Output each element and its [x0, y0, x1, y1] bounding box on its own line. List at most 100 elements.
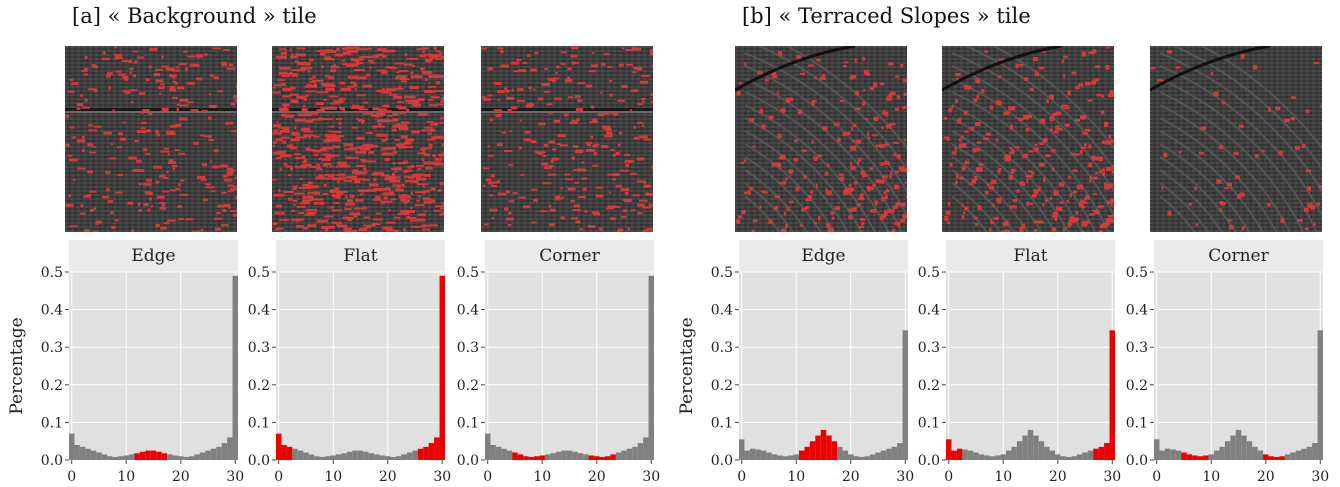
histogram-bar — [1235, 429, 1242, 460]
histogram-bar — [1038, 441, 1045, 460]
y-axis-label: Percentage — [677, 317, 697, 414]
x-tick-label: 20 — [1257, 469, 1275, 485]
histogram-bar — [1082, 452, 1088, 460]
histogram-bar — [956, 448, 963, 460]
y-tick-label: 0.3 — [457, 340, 479, 356]
histogram-bar — [1230, 435, 1236, 460]
histogram-bar — [1170, 449, 1176, 460]
histogram-bar — [550, 453, 556, 460]
histogram-bar — [128, 454, 135, 460]
histogram-bar — [804, 446, 810, 460]
x-tick-label: 30 — [642, 469, 660, 485]
x-tick-label: 30 — [1311, 469, 1329, 485]
y-tick-label: 0.0 — [41, 453, 63, 469]
y-tick-label: 0.1 — [248, 415, 270, 431]
histogram-bar — [1241, 435, 1247, 460]
x-tick-label: 0 — [944, 469, 953, 485]
histogram-bar — [319, 456, 326, 460]
histogram-bar — [194, 454, 200, 460]
x-tick-label: 20 — [172, 469, 190, 485]
histogram-bar — [512, 452, 518, 460]
histogram-bar — [428, 443, 435, 460]
histogram-bar — [599, 456, 605, 460]
histogram-bar — [439, 275, 445, 460]
y-tick-label: 0.5 — [711, 265, 733, 281]
facet-title: Edge — [131, 246, 175, 266]
histogram-bar — [951, 450, 957, 460]
histogram-bar — [755, 449, 761, 460]
x-tick-label: 0 — [483, 469, 492, 485]
y-tick-label: 0.1 — [1126, 415, 1148, 431]
histogram-bar — [1159, 450, 1165, 460]
histogram-bar — [583, 454, 589, 460]
histogram-bar — [1027, 429, 1034, 460]
histogram-bar — [815, 435, 821, 460]
histogram-bar — [227, 437, 233, 460]
histogram-bar — [875, 452, 881, 460]
y-tick-label: 0.0 — [248, 453, 270, 469]
histogram-bar — [880, 450, 887, 460]
histogram-bar — [886, 448, 892, 460]
histogram-bar — [341, 453, 347, 460]
histogram-bar — [1306, 446, 1313, 460]
histogram-bar — [1192, 455, 1198, 460]
histogram-bar — [544, 454, 551, 460]
histogram-bar — [744, 450, 750, 460]
histogram-bar — [837, 446, 843, 460]
histogram-bar — [577, 453, 584, 460]
histogram-bar — [330, 455, 336, 460]
tile-image-background-flat — [272, 46, 444, 232]
histogram-bar — [1295, 450, 1302, 460]
histogram-bar — [853, 456, 859, 460]
histogram-bar — [766, 452, 772, 460]
y-tick-label: 0.3 — [918, 340, 940, 356]
histogram-bar — [1098, 446, 1105, 460]
histogram-bar — [297, 450, 304, 460]
histogram-bar — [363, 451, 369, 460]
y-tick-label: 0.4 — [1126, 303, 1148, 319]
histogram-bar — [346, 451, 353, 460]
histogram-bar — [90, 450, 97, 460]
histogram-bar — [648, 275, 654, 460]
histogram-bar — [1290, 452, 1296, 460]
histogram-bar — [1016, 441, 1023, 460]
histogram-bar — [643, 437, 649, 460]
histogram-bar — [995, 455, 1001, 460]
y-tick-label: 0.2 — [248, 378, 270, 394]
histogram-bar — [869, 454, 876, 460]
histogram-bar — [1011, 446, 1017, 460]
histogram-bar — [352, 450, 358, 460]
histogram-bar — [96, 452, 102, 460]
histogram-bar — [232, 275, 238, 460]
y-tick-label: 0.4 — [918, 303, 940, 319]
histogram-bar — [199, 452, 206, 460]
histogram-bar — [390, 456, 396, 460]
histogram-bar — [1263, 454, 1269, 460]
y-tick-label: 0.4 — [457, 303, 479, 319]
histogram-bar — [85, 448, 91, 460]
x-tick-label: 30 — [896, 469, 914, 485]
histogram-bar — [1022, 435, 1028, 460]
histogram-bar — [517, 454, 524, 460]
histogram-bar — [561, 450, 567, 460]
histogram-bar — [615, 452, 622, 460]
histogram-bar — [1203, 455, 1209, 460]
plot-area — [1154, 272, 1323, 460]
y-tick-label: 0.3 — [41, 340, 63, 356]
histogram-bar — [325, 456, 331, 460]
histogram-bar — [1076, 454, 1083, 460]
facet-title: Corner — [1208, 246, 1269, 266]
histogram-bar — [902, 330, 908, 460]
histogram-bar — [79, 446, 86, 460]
histogram-bar — [632, 446, 638, 460]
facet-strip — [946, 240, 1115, 272]
y-tick-label: 0.5 — [918, 265, 940, 281]
histogram-bar — [771, 454, 778, 460]
facet-title: Corner — [539, 246, 600, 266]
y-tick-label: 0.2 — [918, 378, 940, 394]
histogram-bar — [501, 448, 507, 460]
histogram-bar — [1186, 454, 1193, 460]
histogram-bar — [506, 450, 513, 460]
facet-strip — [739, 240, 908, 272]
histogram-bar — [417, 448, 424, 460]
